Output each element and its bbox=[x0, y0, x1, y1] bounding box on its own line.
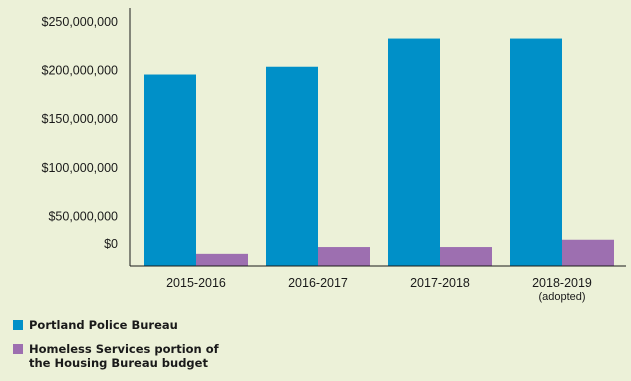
x-tick-label: 2018-2019 bbox=[532, 276, 592, 290]
y-tick-label: $200,000,000 bbox=[42, 64, 119, 78]
y-tick-label: $0 bbox=[104, 237, 118, 251]
legend-label-homeless-services: Homeless Services portion of the Housing… bbox=[29, 342, 219, 370]
legend-swatch-homeless-services bbox=[13, 344, 23, 354]
legend: Portland Police Bureau Homeless Services… bbox=[13, 318, 229, 380]
bar-homeless-services bbox=[196, 253, 248, 266]
bar-police bbox=[388, 38, 440, 266]
legend-swatch-police bbox=[13, 320, 23, 330]
bar-police bbox=[266, 66, 318, 267]
y-tick-label: $150,000,000 bbox=[42, 112, 119, 126]
bar-homeless-services bbox=[440, 247, 492, 266]
y-tick-label: $100,000,000 bbox=[42, 161, 119, 175]
legend-label-police: Portland Police Bureau bbox=[29, 318, 178, 332]
bar-homeless-services bbox=[562, 239, 614, 266]
legend-item-police: Portland Police Bureau bbox=[13, 318, 229, 332]
bar-homeless-services bbox=[318, 247, 370, 266]
x-tick-label: 2017-2018 bbox=[410, 276, 470, 290]
bar-police bbox=[144, 74, 196, 267]
x-tick-sublabel: (adopted) bbox=[538, 291, 585, 303]
x-tick-label: 2016-2017 bbox=[288, 276, 348, 290]
legend-item-homeless-services: Homeless Services portion of the Housing… bbox=[13, 342, 229, 370]
bar-police bbox=[510, 38, 562, 266]
y-tick-label: $250,000,000 bbox=[42, 15, 119, 29]
x-tick-label: 2015-2016 bbox=[166, 276, 226, 290]
y-tick-label: $50,000,000 bbox=[48, 209, 118, 223]
